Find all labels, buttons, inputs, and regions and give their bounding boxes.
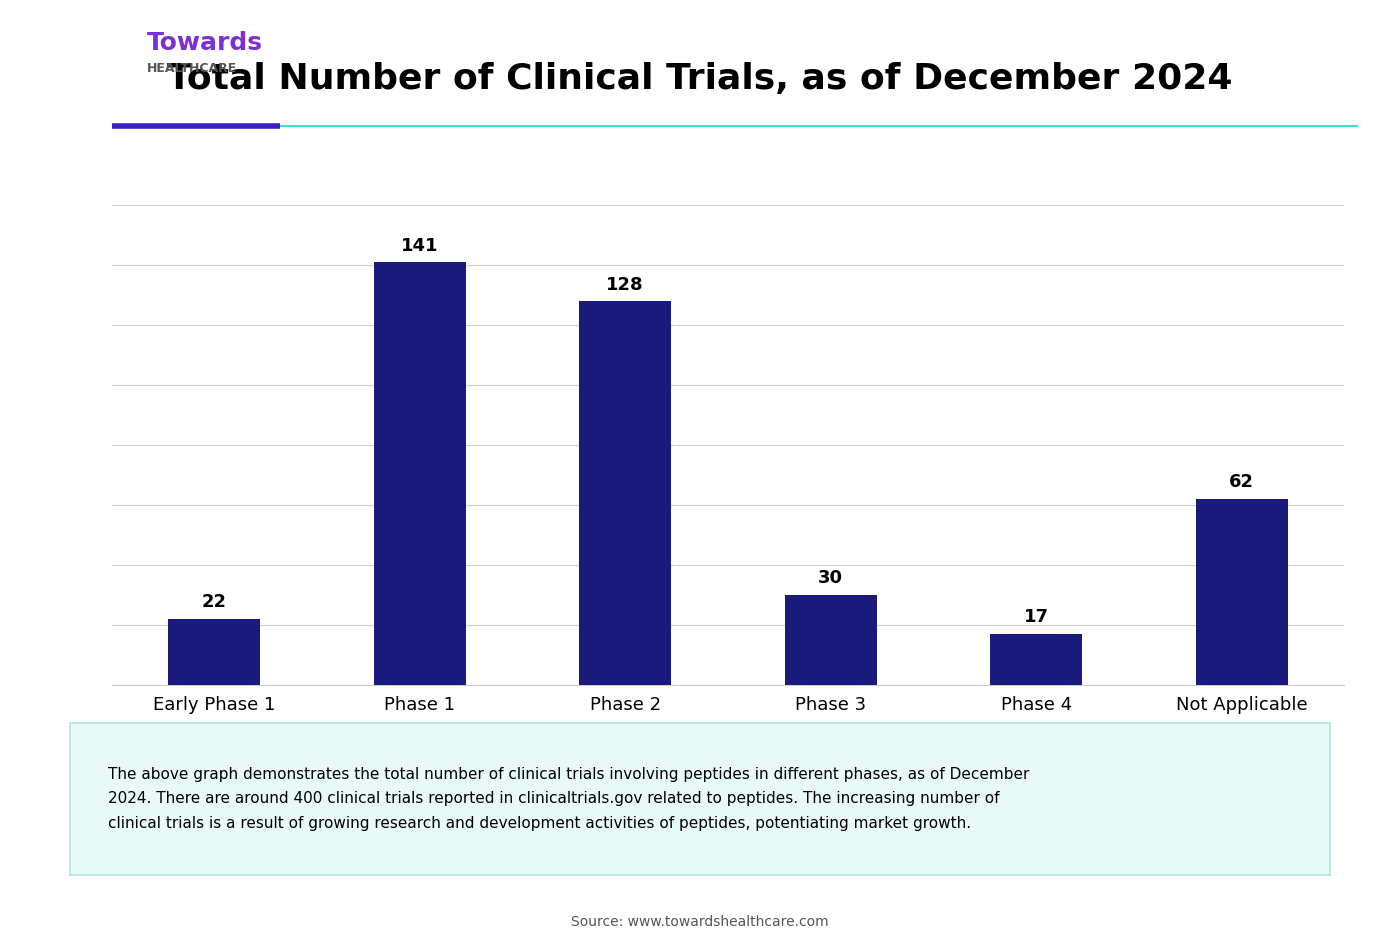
X-axis label: Phases: Phases: [683, 728, 773, 747]
Bar: [990, 633, 1082, 685]
Bar: [580, 301, 672, 685]
Text: Towards: Towards: [147, 30, 263, 55]
Text: Source: www.towardshealthcare.com: Source: www.towardshealthcare.com: [571, 915, 829, 929]
Text: 30: 30: [818, 570, 843, 588]
Text: Total Number of Clinical Trials, as of December 2024: Total Number of Clinical Trials, as of D…: [167, 62, 1233, 96]
Text: 128: 128: [606, 276, 644, 294]
Bar: [784, 594, 876, 685]
Bar: [1196, 499, 1288, 685]
Text: HEALTHCARE: HEALTHCARE: [147, 62, 237, 75]
Text: 22: 22: [202, 593, 227, 611]
Text: 141: 141: [400, 237, 438, 255]
Text: The above graph demonstrates the total number of clinical trials involving pepti: The above graph demonstrates the total n…: [108, 767, 1029, 831]
Bar: [374, 262, 466, 685]
Bar: [168, 619, 260, 685]
Text: 17: 17: [1023, 609, 1049, 627]
Text: 62: 62: [1229, 474, 1254, 492]
